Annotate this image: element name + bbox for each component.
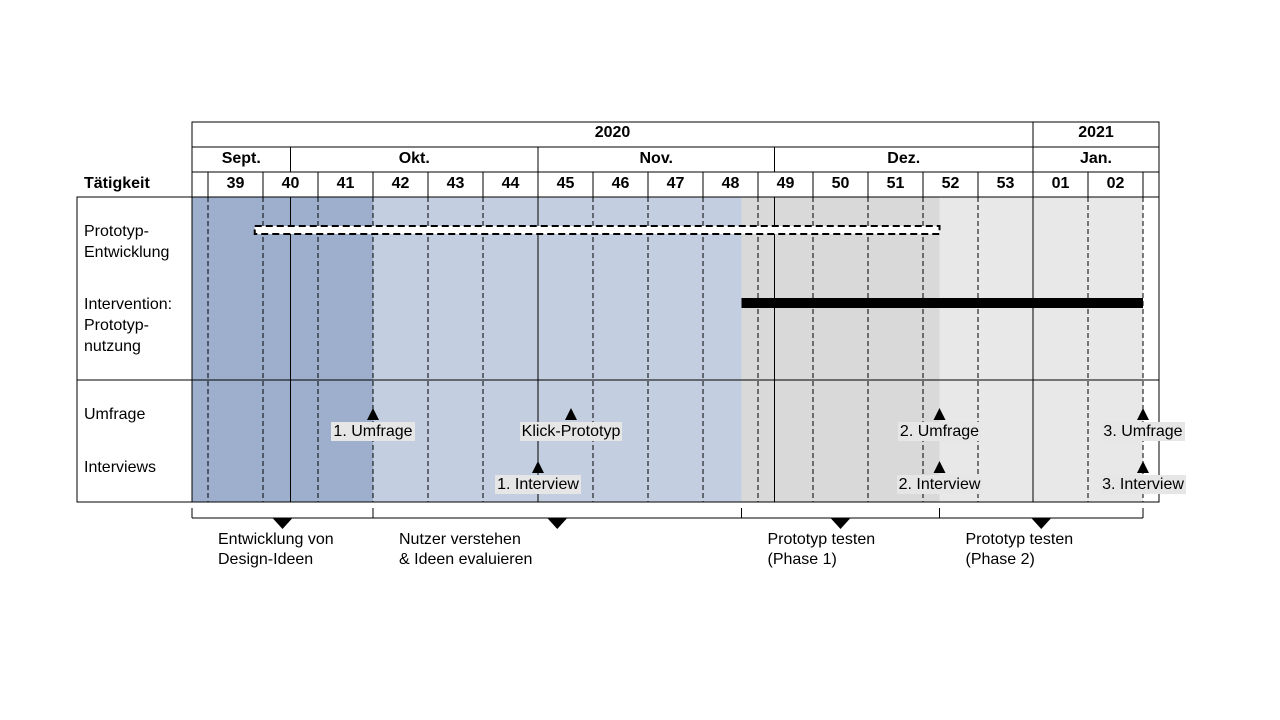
row-label-survey: Umfrage [84,404,145,425]
survey-1-label: 1. Umfrage [331,422,414,441]
phase-label-1: Entwicklung von Design-Ideen [218,530,334,570]
phase-pointer [547,518,567,529]
week-label: 43 [428,172,483,196]
phase-pointer [1031,518,1051,529]
week-label: 47 [648,172,703,196]
month-label: Jan. [1033,147,1159,171]
week-label: 42 [373,172,428,196]
row-label-interviews: Interviews [84,457,156,478]
week-label: 53 [978,172,1033,196]
week-label: 48 [703,172,758,196]
phase-pointer [273,518,293,529]
week-label: 52 [923,172,978,196]
week-label: 41 [318,172,373,196]
week-label: 49 [758,172,813,196]
week-label: 02 [1088,172,1143,196]
phase-label-2: Nutzer verstehen & Ideen evaluieren [399,530,532,570]
week-label: 45 [538,172,593,196]
survey-2-label: 2. Umfrage [898,422,981,441]
interview-3-label: 3. Interview [1100,475,1186,494]
interview-1-label: 1. Interview [495,475,581,494]
click-prototype-label: Klick-Prototyp [520,422,623,441]
week-label: 44 [483,172,538,196]
month-label: Okt. [291,147,539,171]
activity-header: Tätigkeit [84,172,150,196]
phase-pointer [831,518,851,529]
prototype-development-bar [255,226,940,234]
phase-band [192,197,373,502]
phase-label-4: Prototyp testen (Phase 2) [966,530,1074,570]
week-label: 01 [1033,172,1088,196]
week-label: 50 [813,172,868,196]
survey-3-label: 3. Umfrage [1101,422,1184,441]
year-label: 2020 [192,121,1033,145]
month-label: Sept. [192,147,291,171]
year-label: 2021 [1033,121,1159,145]
phase-label-3: Prototyp testen (Phase 1) [768,530,876,570]
month-label: Nov. [538,147,775,171]
week-label: 46 [593,172,648,196]
intervention-bar [742,298,1144,308]
week-label: 39 [208,172,263,196]
phase-band [940,197,1144,502]
row-label-prototype-dev: Prototyp- Entwicklung [84,221,169,263]
row-label-intervention: Intervention: Prototyp- nutzung [84,294,172,357]
week-label: 40 [263,172,318,196]
interview-2-label: 2. Interview [897,475,983,494]
week-label: 51 [868,172,923,196]
phase-band [742,197,940,502]
month-label: Dez. [775,147,1034,171]
